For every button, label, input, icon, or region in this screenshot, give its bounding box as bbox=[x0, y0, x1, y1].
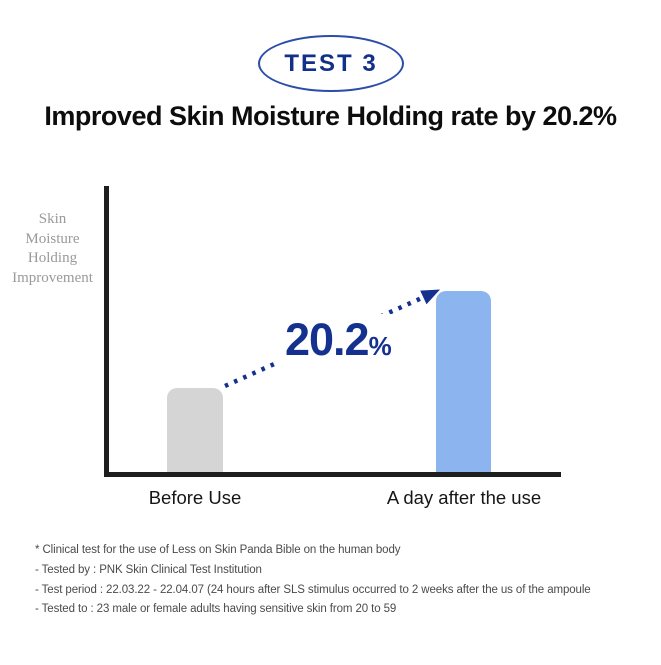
bar-before-use bbox=[167, 388, 223, 472]
footnote-line: - Tested to : 23 male or female adults h… bbox=[35, 603, 397, 616]
y-axis-label: Skin Moisture Holding Improvement bbox=[0, 210, 105, 288]
test-badge: TEST 3 bbox=[258, 35, 404, 92]
y-axis-label-line: Moisture bbox=[25, 230, 80, 247]
improvement-annotation: 20.2% bbox=[278, 314, 399, 365]
percent-sign: % bbox=[368, 331, 392, 361]
footnote-line: - Test period : 22.03.22 - 22.04.07 (24 … bbox=[35, 583, 591, 596]
footnote-line: - Tested by : PNK Skin Clinical Test Ins… bbox=[35, 563, 262, 576]
y-axis-label-line: Improvement bbox=[12, 269, 93, 286]
x-label-before-use: Before Use bbox=[148, 487, 242, 508]
y-axis-label-line: Holding bbox=[27, 250, 78, 266]
bar-after-use bbox=[436, 291, 491, 472]
footnote-line: * Clinical test for the use of Less on S… bbox=[35, 544, 401, 556]
y-axis-line bbox=[104, 186, 109, 477]
x-label-after-use: A day after the use bbox=[386, 487, 542, 508]
improvement-value: 20.2 bbox=[285, 314, 370, 365]
page-title: Improved Skin Moisture Holding rate by 2… bbox=[44, 101, 617, 131]
footnotes: * Clinical test for the use of Less on S… bbox=[35, 541, 591, 620]
test-badge-label: TEST 3 bbox=[284, 49, 378, 77]
x-axis-line bbox=[104, 472, 561, 477]
y-axis-label-line: Skin bbox=[38, 211, 67, 227]
